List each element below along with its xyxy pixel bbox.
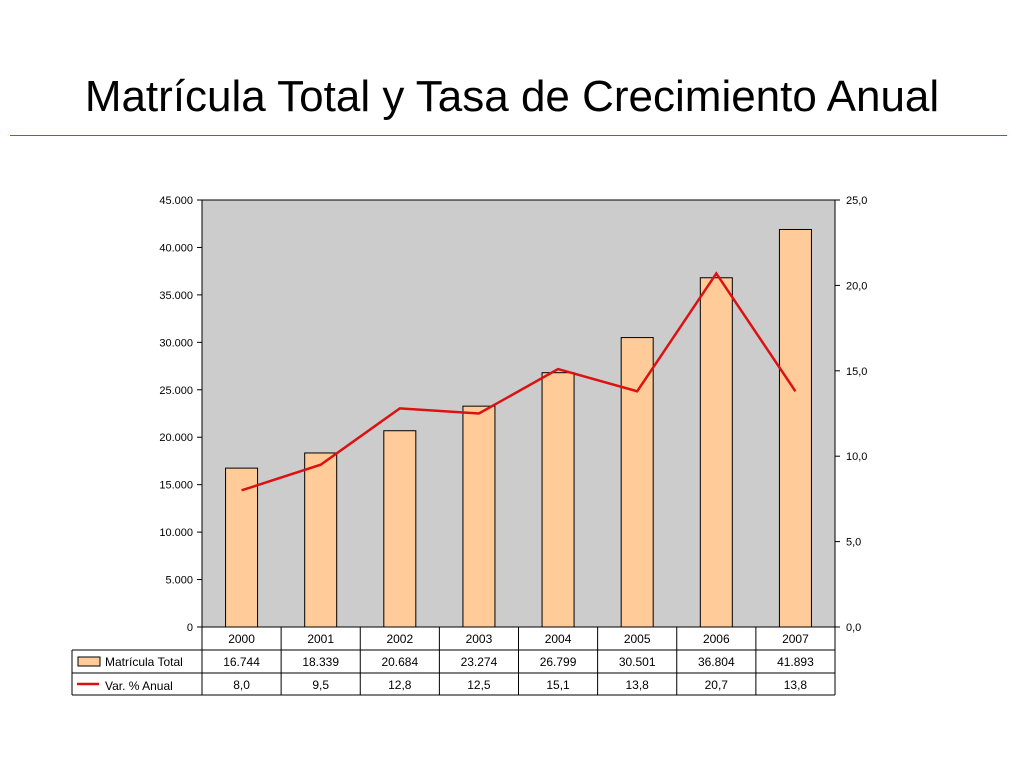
table-value-var-2005: 13,8 — [626, 678, 650, 692]
table-value-var-2000: 8,0 — [233, 678, 250, 692]
category-label-2005: 2005 — [624, 632, 651, 646]
category-label-2003: 2003 — [466, 632, 493, 646]
table-value-matricula-2000: 16.744 — [223, 655, 260, 669]
table-value-matricula-2002: 20.684 — [381, 655, 418, 669]
bar-matricula-2005 — [620, 337, 654, 628]
left-axis-tick-label: 40.000 — [159, 242, 193, 254]
right-axis-tick-label: 5,0 — [846, 537, 861, 549]
line-var-anual — [241, 271, 797, 492]
right-axis-tick-label: 15,0 — [846, 366, 867, 378]
table-value-matricula-2005: 30.501 — [619, 655, 656, 669]
legend-key-matricula — [77, 656, 101, 667]
table-value-matricula-2004: 26.799 — [540, 655, 577, 669]
category-label-2007: 2007 — [782, 632, 809, 646]
bar-matricula-2002 — [383, 430, 417, 628]
table-value-var-2007: 13,8 — [784, 678, 808, 692]
left-axis-tick-label: 45.000 — [159, 195, 193, 207]
right-axis-tick-label: 20,0 — [846, 280, 867, 292]
right-axis-tick-label: 10,0 — [846, 451, 867, 463]
slide-title: Matrícula Total y Tasa de Crecimiento An… — [84, 72, 940, 121]
bar-matricula-2004 — [541, 372, 575, 628]
bar-matricula-2003 — [462, 405, 496, 628]
category-label-2006: 2006 — [703, 632, 730, 646]
table-value-var-2004: 15,1 — [546, 678, 570, 692]
right-axis-tick-label: 0,0 — [846, 622, 861, 634]
category-label-2002: 2002 — [386, 632, 413, 646]
bar-matricula-2001 — [304, 452, 338, 628]
table-value-var-2006: 20,7 — [705, 678, 729, 692]
table-value-matricula-2003: 23.274 — [461, 655, 498, 669]
left-axis-tick-label: 0 — [187, 622, 193, 634]
plot-area — [201, 199, 836, 628]
table-value-var-2003: 12,5 — [467, 678, 491, 692]
left-axis-tick-label: 20.000 — [159, 432, 193, 444]
left-axis-tick-label: 30.000 — [159, 337, 193, 349]
left-axis-tick-label: 5.000 — [165, 575, 193, 587]
table-value-var-2002: 12,8 — [388, 678, 412, 692]
left-axis-tick-label: 35.000 — [159, 290, 193, 302]
bar-matricula-2007 — [778, 228, 812, 628]
category-label-2004: 2004 — [545, 632, 572, 646]
table-value-matricula-2006: 36.804 — [698, 655, 735, 669]
left-axis-tick-label: 10.000 — [159, 527, 193, 539]
category-label-2000: 2000 — [228, 632, 255, 646]
bar-matricula-2000 — [225, 467, 259, 628]
table-value-matricula-2001: 18.339 — [302, 655, 339, 669]
legend-label-matricula: Matrícula Total — [105, 655, 183, 669]
category-label-2001: 2001 — [307, 632, 334, 646]
left-axis-tick-label: 15.000 — [159, 480, 193, 492]
table-value-matricula-2007: 41.893 — [777, 655, 814, 669]
bar-matricula-2006 — [699, 277, 733, 628]
left-axis-tick-label: 25.000 — [159, 385, 193, 397]
legend-label-var-anual: Var. % Anual — [105, 679, 173, 693]
title-divider — [10, 135, 1007, 136]
table-value-var-2001: 9,5 — [312, 678, 329, 692]
right-axis-tick-label: 25,0 — [846, 195, 867, 207]
